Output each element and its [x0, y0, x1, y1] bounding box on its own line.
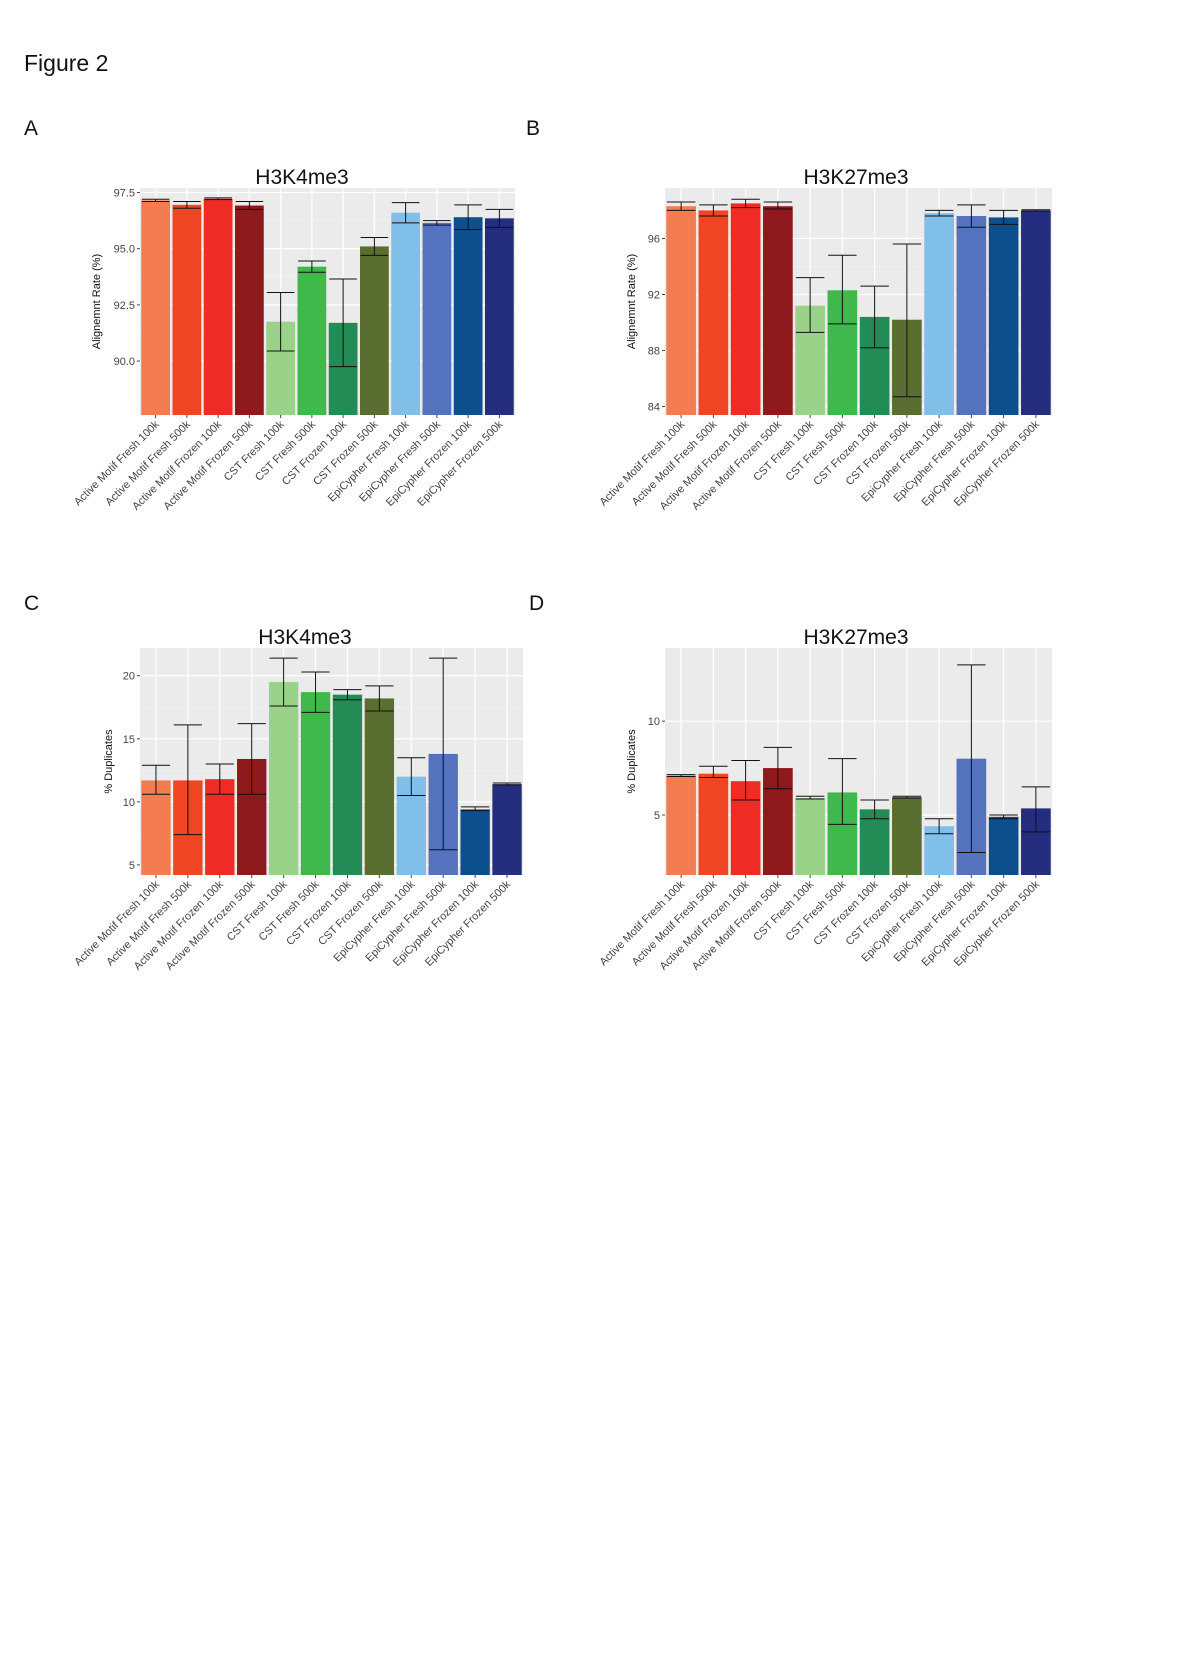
bar — [460, 809, 490, 875]
bar — [391, 212, 420, 415]
bar — [332, 694, 363, 875]
bar — [360, 246, 389, 415]
bar — [666, 775, 696, 875]
bar — [492, 784, 522, 875]
plot-background — [140, 188, 515, 415]
y-tick-label: 10 — [123, 797, 135, 809]
y-tick-label: 15 — [123, 734, 135, 746]
panel-letter-b: B — [526, 117, 541, 140]
bar — [141, 200, 170, 415]
bar — [205, 779, 235, 875]
bar — [666, 206, 696, 415]
bar — [795, 798, 825, 875]
bar — [485, 218, 514, 415]
bar — [300, 692, 331, 875]
y-tick-label: 96 — [648, 233, 660, 245]
chart-title: H3K4me3 — [258, 626, 351, 649]
y-tick-label: 5 — [129, 860, 135, 872]
bar — [924, 826, 954, 875]
y-axis-label: Alignemnt Rate (%) — [626, 254, 638, 349]
y-tick-label: 88 — [648, 346, 660, 358]
bar — [859, 809, 890, 875]
y-tick-label: 5 — [654, 810, 660, 822]
panel-letter-a: A — [24, 117, 39, 140]
y-axis-label: % Duplicates — [103, 729, 115, 794]
y-axis-label: % Duplicates — [626, 729, 638, 794]
plot-background — [665, 648, 1052, 875]
bar — [141, 780, 171, 875]
bar — [988, 816, 1019, 875]
bar — [1021, 210, 1051, 415]
y-tick-label: 90.0 — [114, 356, 135, 368]
bar — [763, 206, 793, 415]
bar — [698, 210, 729, 415]
figure-title: Figure 2 — [24, 50, 109, 76]
bar — [422, 222, 452, 415]
bar — [924, 213, 954, 415]
bar — [730, 203, 761, 415]
y-tick-label: 10 — [648, 716, 660, 728]
panel-letter-d: D — [529, 592, 545, 615]
chart-title: H3K27me3 — [803, 626, 908, 649]
chart-title: H3K27me3 — [803, 166, 908, 189]
plot-background — [140, 648, 523, 875]
bar — [172, 204, 202, 415]
bar — [203, 198, 233, 415]
y-tick-label: 95.0 — [114, 244, 135, 256]
bar — [453, 217, 483, 415]
bar — [364, 698, 395, 875]
panel-letter-c: C — [24, 592, 40, 615]
y-tick-label: 20 — [123, 671, 135, 683]
y-tick-label: 92.5 — [114, 300, 135, 312]
bar — [956, 216, 987, 415]
bar — [892, 797, 922, 875]
bar — [698, 773, 729, 875]
y-tick-label: 92 — [648, 289, 660, 301]
bar — [235, 205, 264, 415]
bar — [268, 682, 299, 875]
bar — [988, 217, 1019, 415]
y-tick-label: 97.5 — [114, 187, 135, 199]
y-tick-label: 84 — [648, 402, 660, 414]
plot-background — [665, 188, 1052, 415]
chart-title: H3K4me3 — [255, 166, 348, 189]
y-axis-label: Alignemnt Rate (%) — [91, 254, 103, 349]
bar — [297, 266, 327, 415]
